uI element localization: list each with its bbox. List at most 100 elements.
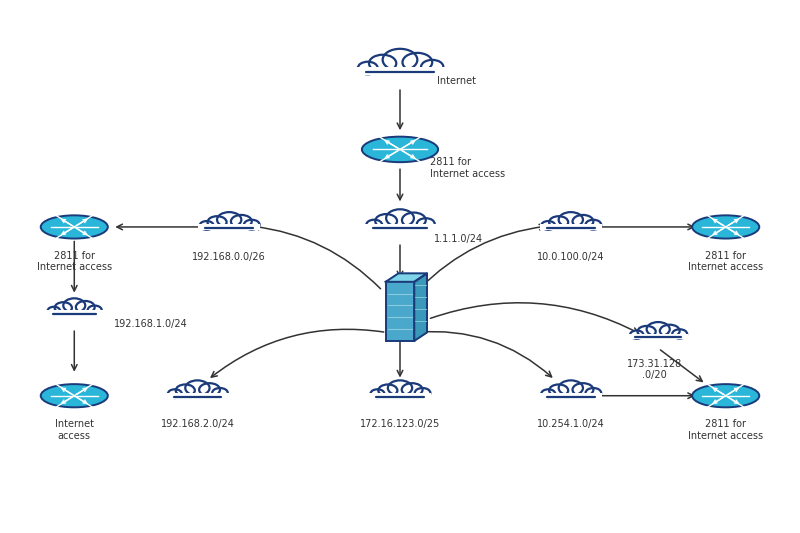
Ellipse shape	[245, 221, 258, 229]
Bar	[166, 393, 229, 399]
Ellipse shape	[692, 215, 759, 239]
Bar	[175, 390, 220, 396]
Ellipse shape	[369, 55, 396, 72]
Ellipse shape	[550, 217, 567, 228]
Ellipse shape	[542, 389, 555, 398]
Bar	[364, 224, 436, 231]
Ellipse shape	[370, 55, 395, 71]
Bar	[368, 63, 432, 71]
Bar	[369, 393, 431, 399]
Ellipse shape	[358, 62, 378, 74]
Text: Internet: Internet	[438, 76, 476, 86]
Ellipse shape	[416, 389, 429, 397]
Text: 2811 for
Internet access: 2811 for Internet access	[430, 157, 506, 179]
Bar	[206, 222, 252, 228]
Bar	[355, 67, 445, 75]
Ellipse shape	[244, 220, 259, 230]
Ellipse shape	[549, 384, 568, 397]
Ellipse shape	[542, 390, 554, 397]
Ellipse shape	[660, 325, 680, 337]
Ellipse shape	[558, 212, 583, 227]
Text: 173.31.128
.0/20: 173.31.128 .0/20	[626, 359, 682, 381]
Text: 172.16.123.0/25: 172.16.123.0/25	[360, 419, 440, 430]
Ellipse shape	[586, 388, 601, 398]
Text: 10.0.100.0/24: 10.0.100.0/24	[537, 252, 605, 262]
Ellipse shape	[387, 210, 413, 226]
Ellipse shape	[186, 381, 210, 395]
Text: 2811 for
Internet access: 2811 for Internet access	[37, 251, 112, 272]
Ellipse shape	[63, 298, 86, 313]
Ellipse shape	[41, 384, 108, 407]
Ellipse shape	[88, 305, 102, 315]
Ellipse shape	[560, 213, 582, 227]
Ellipse shape	[375, 214, 397, 228]
Ellipse shape	[177, 385, 194, 395]
Ellipse shape	[377, 215, 396, 227]
Bar	[386, 282, 414, 341]
Ellipse shape	[186, 381, 208, 395]
Ellipse shape	[402, 383, 422, 396]
Ellipse shape	[231, 215, 252, 228]
Ellipse shape	[168, 389, 182, 398]
Ellipse shape	[382, 49, 418, 71]
Ellipse shape	[558, 381, 583, 395]
Ellipse shape	[661, 326, 678, 336]
Bar	[198, 224, 261, 230]
Ellipse shape	[574, 216, 592, 227]
Ellipse shape	[379, 385, 396, 395]
Ellipse shape	[372, 390, 383, 397]
Ellipse shape	[207, 216, 226, 228]
Ellipse shape	[209, 217, 226, 228]
Ellipse shape	[77, 302, 94, 312]
Ellipse shape	[692, 384, 759, 407]
Ellipse shape	[370, 389, 384, 398]
Ellipse shape	[646, 322, 670, 336]
Ellipse shape	[417, 218, 434, 230]
Ellipse shape	[384, 50, 416, 70]
Text: 2811 for
Internet access: 2811 for Internet access	[688, 251, 763, 272]
Ellipse shape	[630, 330, 643, 338]
Ellipse shape	[89, 306, 101, 314]
Ellipse shape	[232, 216, 250, 227]
Text: 192.168.1.0/24: 192.168.1.0/24	[114, 319, 188, 329]
Ellipse shape	[402, 53, 432, 72]
Ellipse shape	[542, 221, 555, 230]
Text: 10.254.1.0/24: 10.254.1.0/24	[537, 419, 605, 430]
Ellipse shape	[573, 215, 594, 228]
Ellipse shape	[418, 219, 434, 229]
Ellipse shape	[388, 381, 412, 395]
Ellipse shape	[542, 222, 554, 229]
Ellipse shape	[218, 213, 240, 227]
Ellipse shape	[200, 221, 214, 230]
Text: 192.168.0.0/26: 192.168.0.0/26	[192, 252, 266, 262]
Ellipse shape	[560, 381, 582, 395]
Ellipse shape	[638, 326, 656, 337]
Ellipse shape	[674, 330, 686, 338]
Text: Internet
access: Internet access	[54, 419, 94, 441]
Bar	[54, 308, 94, 313]
Bar	[539, 224, 602, 230]
Ellipse shape	[404, 54, 431, 71]
Ellipse shape	[586, 220, 601, 230]
Ellipse shape	[422, 61, 442, 73]
Bar	[46, 310, 102, 316]
Ellipse shape	[631, 332, 642, 338]
Ellipse shape	[41, 215, 108, 239]
Ellipse shape	[403, 384, 422, 395]
Ellipse shape	[586, 221, 600, 229]
Ellipse shape	[386, 209, 414, 227]
Ellipse shape	[638, 327, 654, 336]
Ellipse shape	[549, 216, 568, 228]
Ellipse shape	[214, 389, 226, 397]
Text: 1.1.1.0/24: 1.1.1.0/24	[434, 234, 483, 244]
Ellipse shape	[367, 221, 381, 229]
Ellipse shape	[199, 383, 220, 396]
Ellipse shape	[586, 389, 600, 397]
Bar	[548, 222, 594, 228]
Ellipse shape	[47, 307, 60, 315]
Ellipse shape	[362, 136, 438, 162]
Text: 2811 for
Internet access: 2811 for Internet access	[688, 419, 763, 441]
Bar	[637, 331, 680, 337]
Ellipse shape	[366, 220, 382, 230]
Ellipse shape	[574, 384, 592, 395]
